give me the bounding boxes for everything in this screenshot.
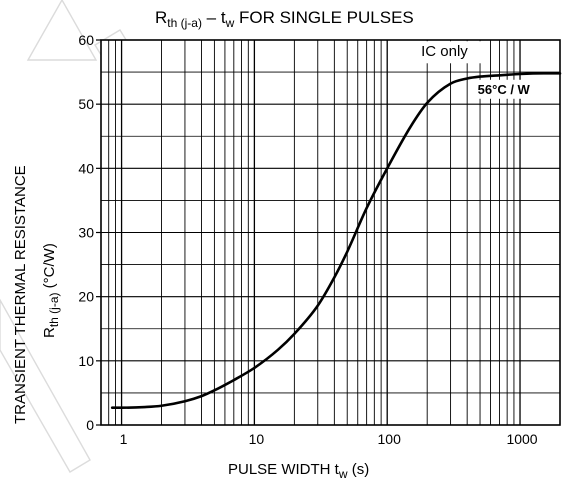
x-tick-label: 10 [249, 431, 265, 447]
ic-only-label: IC only [421, 43, 468, 60]
y-tick-label: 20 [78, 289, 94, 305]
y-tick-label: 10 [78, 353, 94, 369]
y-tick-label: 50 [78, 96, 94, 112]
x-tick-label: 1 [120, 431, 128, 447]
y-tick-label: 30 [78, 225, 94, 241]
y-tick-label: 60 [78, 32, 94, 48]
x-tick-label: 1000 [506, 431, 537, 447]
thermal-resistance-value-label: 56°C / W [478, 82, 531, 97]
chart-title: Rth (j-a) – tw FOR SINGLE PULSES [155, 8, 414, 30]
y-tick-label: 0 [86, 417, 94, 433]
y-axis-title-line2: Rth (j-a) (°C/W) [41, 243, 61, 338]
y-axis: 0 10 20 30 40 50 60 [78, 32, 101, 433]
y-axis-title-line1: TRANSIENT THERMAL RESISTANCE [12, 165, 29, 424]
x-tick-label: 100 [378, 431, 402, 447]
y-tick-label: 40 [78, 160, 94, 176]
x-axis-title: PULSE WIDTH tw (s) [228, 461, 369, 481]
x-axis: 1 10 100 1000 [120, 431, 538, 447]
